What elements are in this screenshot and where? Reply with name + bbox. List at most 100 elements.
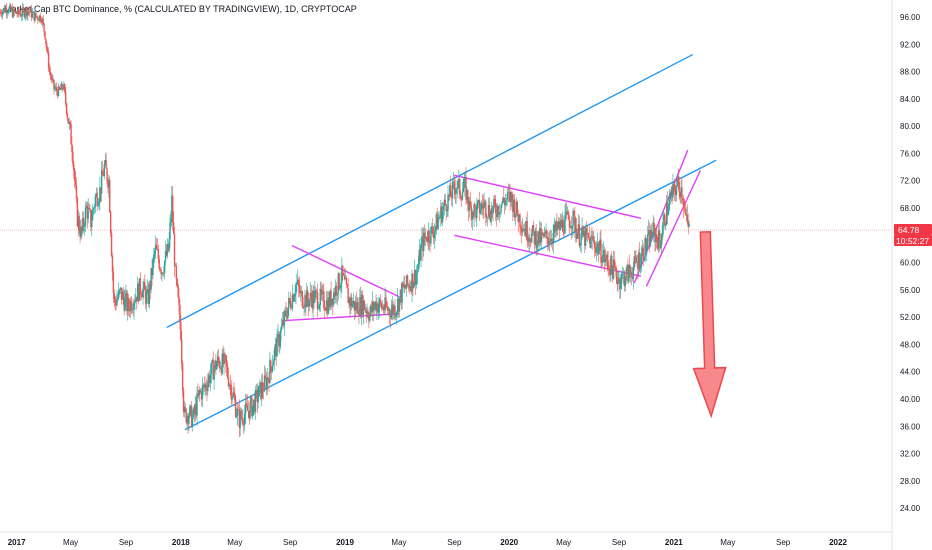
candle xyxy=(211,358,214,364)
candle-body xyxy=(428,230,430,242)
candle-body xyxy=(151,267,153,276)
candle xyxy=(323,284,325,311)
candle xyxy=(151,258,153,287)
candle xyxy=(619,277,621,300)
candle xyxy=(186,412,188,430)
channel-trendline[interactable] xyxy=(184,159,717,431)
candle-body xyxy=(46,49,49,53)
candle xyxy=(147,281,150,308)
candle xyxy=(189,404,191,419)
candle xyxy=(253,399,255,416)
candle-body xyxy=(495,204,497,214)
candle-body xyxy=(513,199,516,218)
pattern-trendline[interactable] xyxy=(284,313,400,322)
candle xyxy=(420,237,422,267)
candle-body xyxy=(94,196,97,207)
candle xyxy=(227,367,230,389)
candle-body xyxy=(653,222,655,228)
candle xyxy=(250,394,252,413)
down-arrow-drawing[interactable] xyxy=(692,230,727,419)
candle xyxy=(33,11,35,24)
candle xyxy=(635,249,637,267)
candle-body xyxy=(616,276,618,285)
candle-body xyxy=(434,226,437,232)
candle-body xyxy=(116,299,118,306)
candle xyxy=(577,214,580,239)
candle xyxy=(324,300,326,320)
candle-body xyxy=(582,226,584,237)
candle xyxy=(371,291,374,321)
candle-body xyxy=(359,297,361,316)
candle xyxy=(300,285,303,297)
candle-body xyxy=(51,78,53,80)
candle xyxy=(547,236,549,251)
candle-body xyxy=(556,221,558,230)
candle-body xyxy=(19,13,21,15)
candle xyxy=(199,388,202,395)
candle xyxy=(54,85,56,92)
candle-body xyxy=(422,236,424,252)
pattern-trendline[interactable] xyxy=(454,174,642,219)
candle-body xyxy=(536,244,538,249)
candle xyxy=(504,194,507,211)
candle xyxy=(245,394,248,408)
candle xyxy=(32,10,34,13)
candle xyxy=(103,160,106,180)
candle-body xyxy=(220,367,223,374)
candle xyxy=(374,300,376,310)
candle-body xyxy=(459,194,462,199)
candle xyxy=(251,394,253,418)
candle xyxy=(202,383,205,395)
candle xyxy=(18,6,20,19)
candle xyxy=(76,195,79,228)
candle xyxy=(540,222,543,250)
candle-body xyxy=(176,279,178,286)
candle-body xyxy=(423,232,425,252)
candle-body xyxy=(27,11,29,16)
candle xyxy=(676,173,679,187)
candle xyxy=(21,2,24,21)
candle-body xyxy=(477,201,479,205)
candle xyxy=(414,259,416,287)
candle xyxy=(347,278,349,304)
candle-body xyxy=(23,9,25,18)
candle xyxy=(163,266,165,278)
candle-body xyxy=(349,298,351,307)
candle xyxy=(248,410,250,425)
candle xyxy=(524,221,527,238)
candle xyxy=(549,229,552,244)
candle-body xyxy=(26,8,28,16)
pattern-trendline[interactable] xyxy=(633,149,689,284)
candle-body xyxy=(209,374,212,384)
candle xyxy=(517,209,519,233)
candle xyxy=(675,178,678,201)
candle-body xyxy=(100,170,103,194)
candle xyxy=(43,22,45,37)
candle-body xyxy=(285,310,287,317)
candle-body xyxy=(524,229,527,237)
candle-body xyxy=(330,290,332,306)
channel-trendline[interactable] xyxy=(166,53,694,329)
candle-body xyxy=(346,283,348,289)
candle-body xyxy=(413,282,415,289)
candle xyxy=(297,277,300,298)
candle xyxy=(113,289,115,308)
candle-body xyxy=(617,280,619,285)
candle-body xyxy=(661,234,663,241)
candle-body xyxy=(431,226,433,228)
candle-body xyxy=(131,309,133,311)
candle-body xyxy=(403,284,405,287)
candle xyxy=(685,207,688,222)
candle-body xyxy=(14,11,16,13)
candle xyxy=(331,298,333,308)
candle xyxy=(382,303,384,314)
candle-body xyxy=(189,406,191,417)
candle xyxy=(306,282,308,308)
candle-body xyxy=(674,184,676,192)
candle-body xyxy=(93,206,96,209)
pattern-trendline[interactable] xyxy=(645,170,702,287)
candle xyxy=(316,283,319,317)
candle xyxy=(370,300,373,317)
candle-body xyxy=(471,212,474,220)
